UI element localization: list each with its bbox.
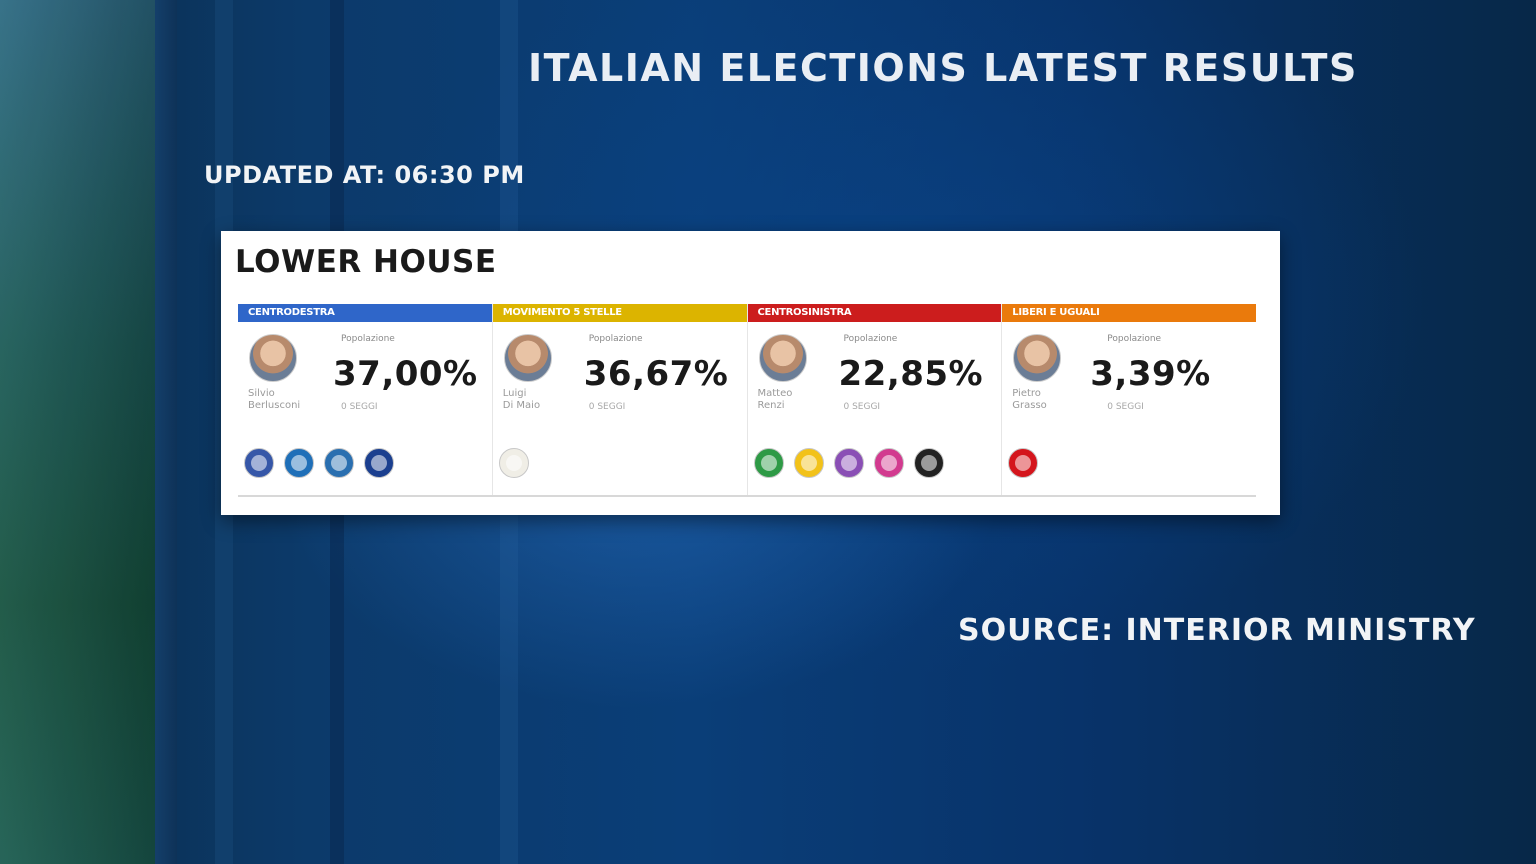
coalition-column: LIBERI E UGUALI Pietro Grasso Popolazion… [1002,304,1256,495]
party-logo-icon [1008,448,1039,478]
background-pillar [155,0,177,864]
vote-percentage: 36,67% [583,354,729,394]
party-logos [244,448,394,478]
party-logos [1008,448,1039,478]
party-logo-icon [498,448,529,478]
popular-vote-label: Popolazione [588,334,643,344]
seats-count: 0 SEGGI [341,402,378,412]
candidate-name: Luigi Di Maio [502,388,541,411]
seats-count: 0 SEGGI [1107,402,1144,412]
coalition-column: CENTROSINISTRA Matteo Renzi Popolazione … [747,304,1003,495]
coalition-header: MOVIMENTO 5 STELLE [492,304,747,322]
candidate-name: Pietro Grasso [1012,388,1047,411]
vote-percentage: 22,85% [838,354,984,394]
source-caption: SOURCE: INTERIOR MINISTRY [958,613,1476,648]
party-logo-icon [753,448,784,478]
updated-timestamp: UPDATED AT: 06:30 PM [204,161,525,189]
coalition-header: CENTRODESTRA [238,304,492,322]
coalition-column: MOVIMENTO 5 STELLE Luigi Di Maio Popolaz… [492,304,748,495]
party-logo-icon [873,448,904,478]
popular-vote-label: Popolazione [1107,334,1162,344]
seats-count: 0 SEGGI [588,402,626,412]
popular-vote-label: Popolazione [843,334,898,344]
candidate-name: Silvio Berlusconi [248,388,301,411]
candidate-avatar [1013,334,1062,382]
coalition-columns: CENTRODESTRA Silvio Berlusconi Popolazio… [238,304,1256,497]
candidate-avatar [758,334,807,382]
party-logo-icon [913,448,944,478]
page-title: ITALIAN ELECTIONS LATEST RESULTS [528,46,1358,90]
vote-percentage: 3,39% [1090,354,1211,394]
party-logo-icon [793,448,824,478]
party-logo-icon [833,448,864,478]
coalition-header: CENTROSINISTRA [747,304,1002,322]
background-left-band [0,0,155,864]
candidate-name: Matteo Renzi [757,388,793,411]
candidate-avatar [249,334,297,382]
coalition-column: CENTRODESTRA Silvio Berlusconi Popolazio… [238,304,493,495]
party-logo-icon [284,448,314,478]
party-logo-icon [244,448,274,478]
party-logos [753,448,944,478]
seats-count: 0 SEGGI [843,402,881,412]
results-panel: LOWER HOUSE CENTRODESTRA Silvio Berlusco… [221,231,1280,515]
candidate-avatar [503,334,552,382]
party-logo-icon [364,448,394,478]
panel-title: LOWER HOUSE [235,244,497,280]
party-logo-icon [324,448,354,478]
popular-vote-label: Popolazione [341,334,395,344]
coalition-header: LIBERI E UGUALI [1002,304,1256,322]
vote-percentage: 37,00% [333,354,478,394]
party-logos [498,448,529,478]
